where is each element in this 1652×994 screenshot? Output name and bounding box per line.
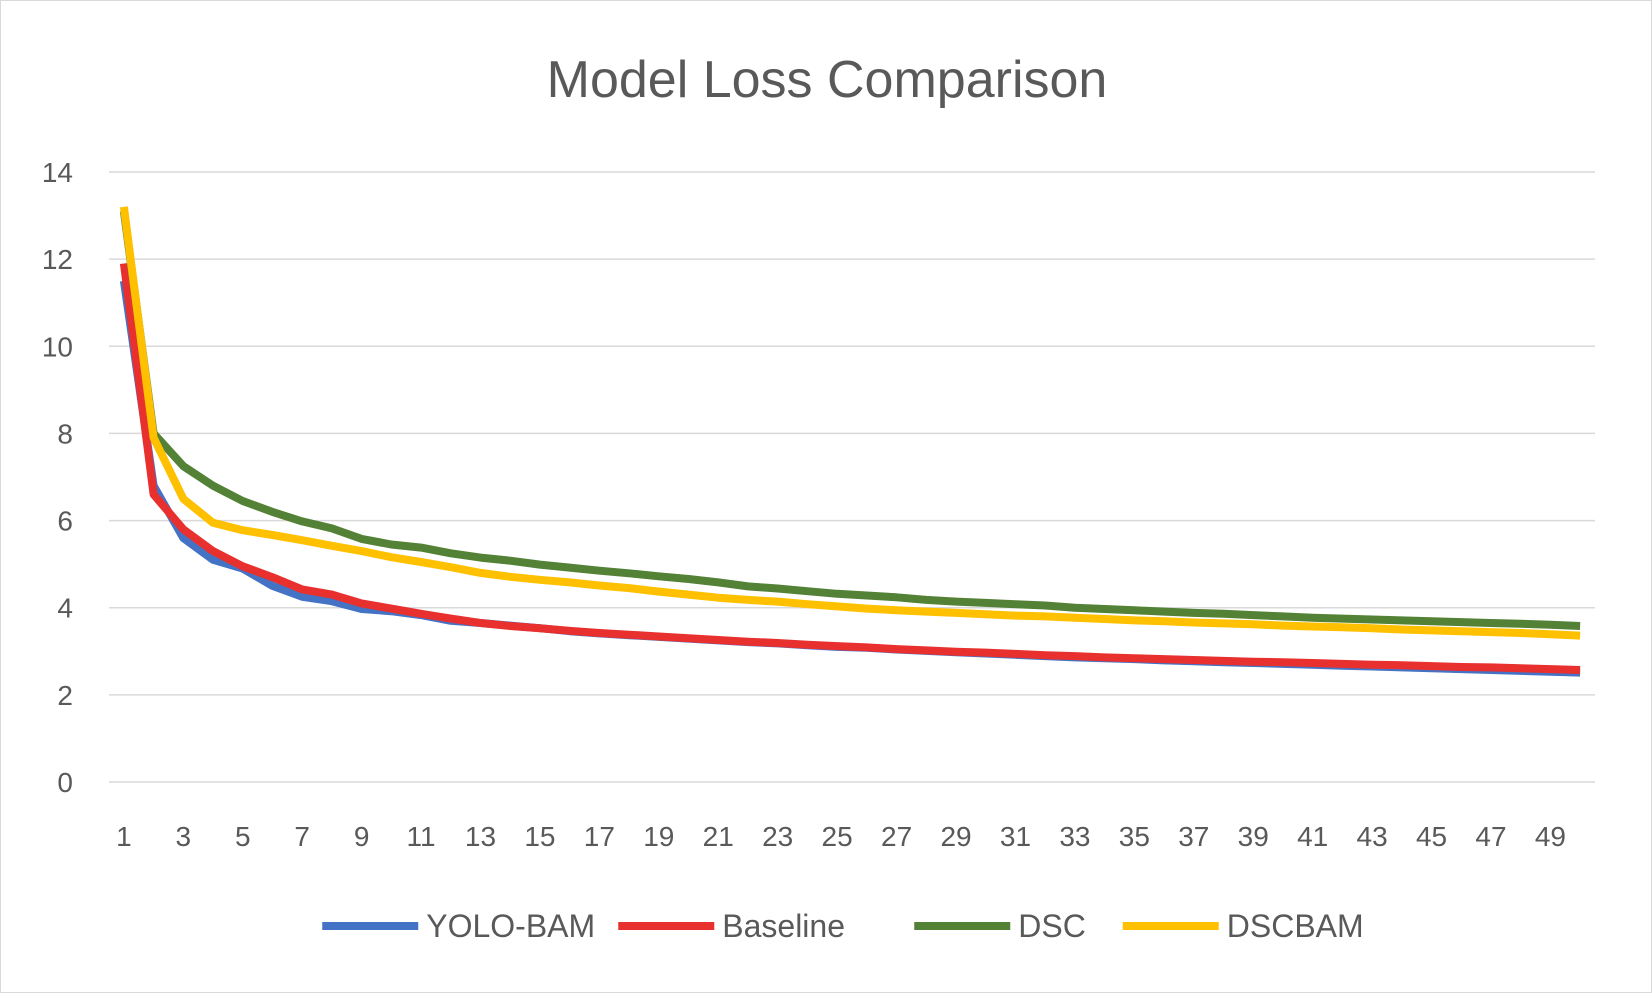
- legend-item-yolo-bam: YOLO-BAM: [322, 908, 595, 944]
- series-line-dsc: [119, 210, 1581, 630]
- x-tick-label: 19: [643, 821, 674, 852]
- legend-label: DSCBAM: [1227, 908, 1364, 944]
- x-tick-label: 5: [235, 821, 251, 852]
- x-tick-label: 3: [176, 821, 192, 852]
- legend-label: DSC: [1018, 908, 1086, 944]
- series-line-baseline: [119, 262, 1581, 674]
- y-tick-label: 2: [57, 680, 73, 711]
- legend-item-dscbam: DSCBAM: [1122, 908, 1364, 944]
- x-tick-label: 11: [407, 821, 436, 852]
- x-tick-label: 37: [1178, 821, 1209, 852]
- x-tick-label: 27: [881, 821, 912, 852]
- x-tick-label: 25: [822, 821, 853, 852]
- chart-title: Model Loss Comparison: [547, 51, 1108, 109]
- y-tick-label: 0: [57, 767, 73, 798]
- legend: YOLO-BAM Baseline DSC DSCBAM: [322, 908, 1364, 944]
- y-tick-label: 12: [42, 244, 73, 275]
- x-tick-label: 31: [1000, 821, 1031, 852]
- series-line-dscbam: [119, 206, 1581, 640]
- x-tick-label: 41: [1297, 821, 1328, 852]
- gridlines: [109, 171, 1595, 783]
- y-axis-ticks: 0 2 4 6 8 10 12 14: [42, 157, 73, 798]
- y-tick-label: 10: [42, 331, 73, 362]
- x-tick-label: 39: [1238, 821, 1269, 852]
- legend-label: YOLO-BAM: [426, 908, 595, 944]
- x-tick-label: 23: [762, 821, 793, 852]
- x-tick-label: 33: [1059, 821, 1090, 852]
- legend-item-baseline: Baseline: [618, 908, 845, 944]
- y-tick-label: 14: [42, 157, 73, 188]
- y-tick-label: 8: [57, 418, 73, 449]
- x-tick-label: 13: [465, 821, 496, 852]
- x-tick-label: 29: [940, 821, 971, 852]
- x-tick-label: 15: [524, 821, 555, 852]
- x-tick-label: 49: [1535, 821, 1566, 852]
- legend-item-dsc: DSC: [914, 908, 1086, 944]
- x-tick-label: 47: [1475, 821, 1506, 852]
- y-tick-label: 4: [57, 593, 73, 624]
- legend-label: Baseline: [722, 908, 845, 944]
- x-tick-label: 43: [1357, 821, 1388, 852]
- series-lines: [119, 206, 1581, 677]
- series-line-yolo-bam: [119, 280, 1581, 677]
- y-tick-label: 6: [57, 506, 73, 537]
- x-tick-label: 17: [584, 821, 615, 852]
- x-tick-label: 21: [703, 821, 734, 852]
- x-tick-label: 45: [1416, 821, 1447, 852]
- x-tick-label: 35: [1119, 821, 1150, 852]
- x-axis-ticks: 1 3 5 7 9 11 13 15 17 19 21 23 25 27 29 31 33 35 37 39 41 43 4…: [116, 821, 1566, 852]
- x-tick-label: 7: [294, 821, 310, 852]
- x-tick-label: 1: [116, 821, 132, 852]
- x-tick-label: 9: [354, 821, 370, 852]
